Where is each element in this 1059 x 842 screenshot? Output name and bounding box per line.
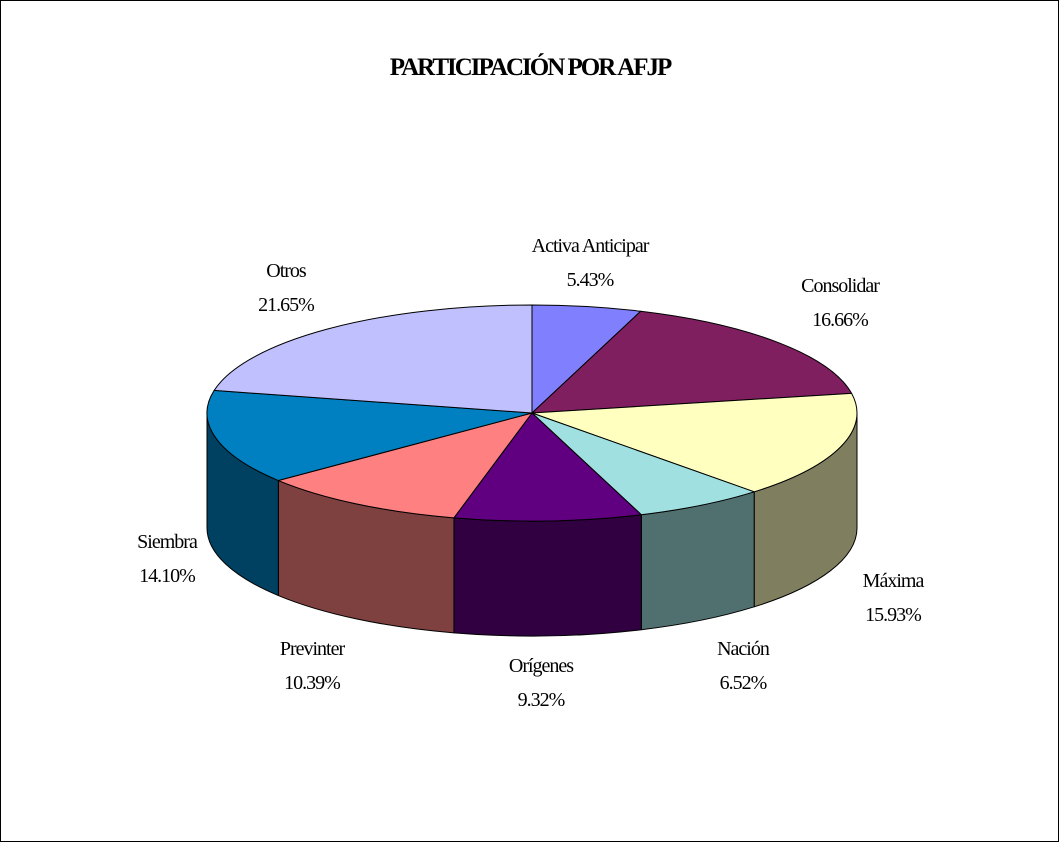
pie-side — [453, 514, 642, 637]
pie-slice — [213, 304, 533, 414]
data-label-value: 10.39% — [284, 672, 340, 694]
chart-title: PARTICIPACIÓN POR AFJP — [390, 53, 672, 81]
data-label-name: Nación — [717, 638, 770, 660]
data-label-name: Previnter — [280, 638, 346, 660]
data-label-name: Activa Anticipar — [532, 235, 650, 257]
data-label-value: 6.52% — [720, 672, 767, 694]
data-label-name: Máxima — [863, 570, 925, 592]
data-label-value: 15.93% — [865, 604, 921, 626]
pie-slice — [206, 389, 533, 482]
data-label-name: Otros — [266, 260, 307, 282]
data-label-value: 9.32% — [518, 689, 565, 711]
pie-slice — [531, 412, 755, 516]
pie-slice — [531, 392, 858, 493]
data-label-value: 5.43% — [567, 269, 614, 291]
pie-slice — [277, 412, 533, 519]
pie-slice — [453, 412, 642, 522]
data-label-name: Siembra — [137, 531, 198, 553]
pie-slice — [531, 310, 853, 414]
data-label-name: Consolidar — [801, 275, 880, 297]
data-label-value: 16.66% — [812, 309, 868, 331]
data-label-value: 21.65% — [258, 294, 314, 316]
data-label-value: 14.10% — [139, 565, 195, 587]
data-label-name: Orígenes — [509, 655, 574, 677]
